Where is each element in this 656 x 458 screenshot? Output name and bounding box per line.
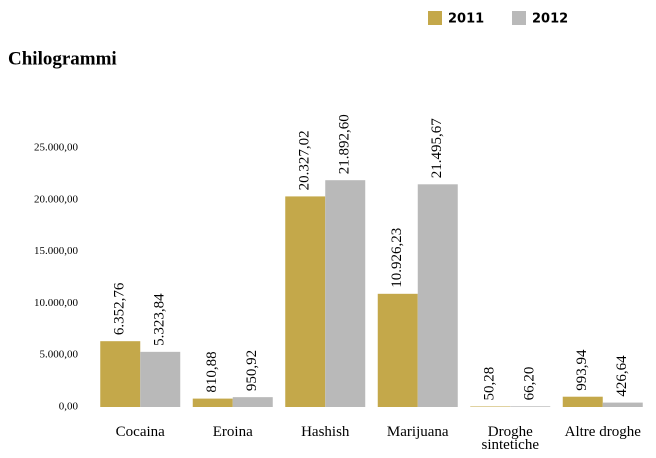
bar <box>232 397 273 407</box>
value-label: 5.323,84 <box>152 293 168 346</box>
bar <box>140 351 181 407</box>
legend-swatch <box>428 11 442 25</box>
value-label: 426,64 <box>614 355 630 397</box>
y-tick-label: 0,00 <box>59 401 79 413</box>
bar <box>192 398 233 407</box>
x-tick-label: Eroina <box>212 424 253 440</box>
bar <box>417 184 458 407</box>
y-tick-label: 10.000,00 <box>34 297 79 309</box>
legend-swatch <box>512 11 526 25</box>
y-tick-label: 5.000,00 <box>40 349 79 361</box>
x-tick-label: Cocaina <box>115 424 165 440</box>
value-label: 810,88 <box>204 351 220 392</box>
bar <box>562 396 603 407</box>
bar <box>325 180 366 407</box>
legend-label: 2012 <box>532 12 568 27</box>
x-tick-label: Droghe sintetiche <box>481 424 539 453</box>
value-label: 50,28 <box>482 367 498 401</box>
value-label: 66,20 <box>522 367 538 401</box>
value-label: 10.926,23 <box>389 228 405 288</box>
bar <box>377 293 418 407</box>
y-tick-label: 25.000,00 <box>34 142 79 154</box>
bar <box>100 341 141 407</box>
x-tick-label: Marijuana <box>386 424 449 440</box>
y-tick-label: 20.000,00 <box>34 193 79 205</box>
legend-label: 2011 <box>448 12 484 27</box>
bar <box>602 402 643 407</box>
bar <box>510 406 551 407</box>
y-tick-label: 15.000,00 <box>34 245 79 257</box>
value-label: 20.327,02 <box>297 130 313 190</box>
value-label: 21.892,60 <box>337 114 353 174</box>
chart-title: Chilogrammi <box>8 48 117 69</box>
value-label: 21.495,67 <box>429 118 445 179</box>
value-label: 950,92 <box>244 350 260 391</box>
value-label: 993,94 <box>574 349 590 391</box>
x-tick-label: Altre droghe <box>564 424 641 440</box>
bar <box>285 196 326 407</box>
bar <box>470 406 511 407</box>
value-label: 6.352,76 <box>112 282 128 335</box>
x-tick-label: Hashish <box>301 424 350 440</box>
